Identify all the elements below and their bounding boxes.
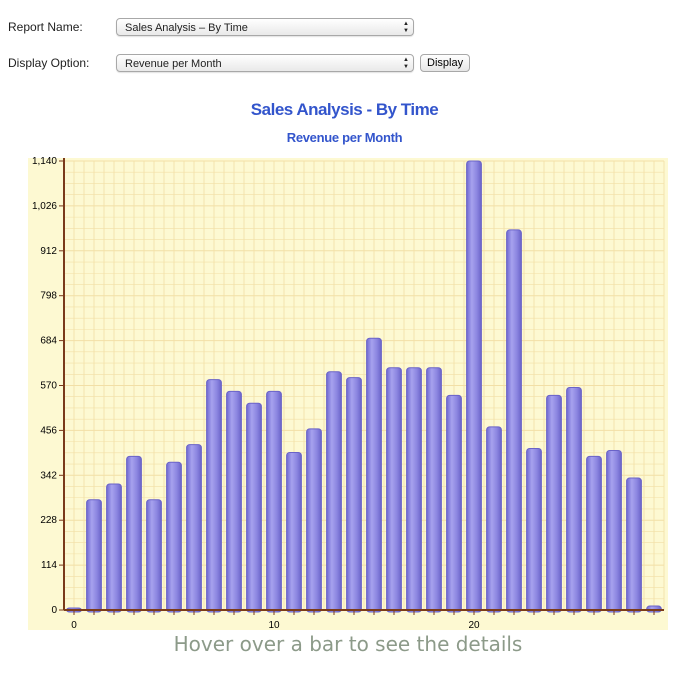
bar — [346, 377, 362, 613]
bar — [626, 477, 642, 613]
display-option-value: Revenue per Month — [125, 58, 222, 70]
display-option-row: Display Option: Revenue per Month ▲ ▼ Dis… — [8, 52, 471, 74]
y-tick-label: 684 — [40, 336, 57, 347]
display-option-select[interactable]: Revenue per Month ▲ ▼ — [116, 54, 414, 72]
bar — [386, 367, 402, 613]
bar — [326, 371, 342, 613]
bar — [426, 367, 442, 613]
bar — [86, 499, 102, 613]
x-tick-label: 0 — [71, 620, 77, 630]
select-arrows-icon: ▲ ▼ — [403, 21, 409, 34]
bar — [126, 455, 142, 613]
bar — [206, 379, 222, 613]
bar — [446, 394, 462, 613]
bar — [186, 444, 202, 613]
report-name-row: Report Name: Sales Analysis – By Time ▲ ▼ — [8, 16, 414, 38]
bar — [366, 337, 382, 613]
y-tick-label: 342 — [40, 470, 57, 481]
bar — [566, 386, 582, 613]
y-tick-label: 570 — [40, 381, 57, 392]
report-name-label: Report Name: — [8, 20, 83, 34]
y-tick-label: 228 — [40, 515, 57, 526]
y-tick-label: 456 — [40, 425, 57, 436]
y-tick-label: 798 — [40, 291, 57, 302]
bar — [506, 229, 522, 613]
bar — [306, 428, 322, 613]
bar — [146, 499, 162, 613]
bar — [606, 449, 622, 613]
bar — [486, 426, 502, 613]
y-tick-label: 114 — [41, 560, 57, 571]
bar — [226, 390, 242, 613]
bar — [266, 390, 282, 613]
x-tick-label: 10 — [268, 620, 280, 630]
bar — [106, 483, 122, 613]
y-tick-label: 912 — [40, 246, 57, 257]
bar — [546, 394, 562, 613]
y-tick-label: 0 — [51, 605, 57, 616]
chart-subtitle: Revenue per Month — [286, 130, 403, 145]
bar — [586, 455, 602, 613]
x-tick-label: 20 — [468, 620, 480, 630]
y-tick-label: 1,026 — [32, 201, 57, 212]
y-tick-label: 1,140 — [32, 156, 57, 167]
bar — [286, 451, 302, 613]
bar-chart: 0 114 228 342 456 570 684 798 912 1,026 1,140 0 10 20 — [28, 156, 668, 630]
display-option-label: Display Option: — [8, 56, 90, 70]
bar — [246, 402, 262, 613]
bar — [526, 448, 542, 613]
select-arrows-icon: ▲ ▼ — [403, 57, 409, 70]
bar — [166, 461, 182, 613]
bar — [466, 160, 482, 613]
report-name-value: Sales Analysis – By Time — [125, 22, 248, 34]
hover-instruction: Hover over a bar to see the details — [173, 632, 523, 656]
bar — [406, 367, 422, 613]
display-button[interactable]: Display — [420, 54, 471, 72]
report-name-select[interactable]: Sales Analysis – By Time ▲ ▼ — [116, 18, 414, 36]
chart-title: Sales Analysis - By Time — [250, 100, 439, 119]
